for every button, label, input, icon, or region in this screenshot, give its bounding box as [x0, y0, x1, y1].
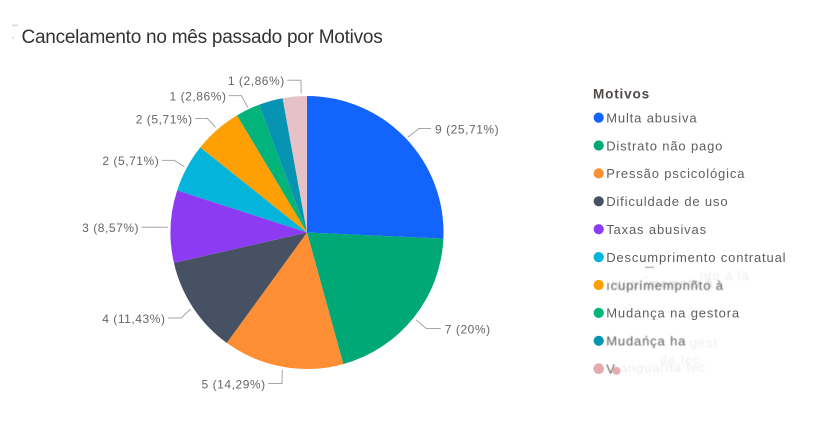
svg-text:Dificuldade de uso: Dificuldade de uso	[606, 194, 728, 209]
svg-text:gest: gest	[690, 335, 718, 350]
svg-text:nto à la: nto à la	[700, 268, 749, 283]
svg-text:ıcuprimempnñto à: ıcuprimempnñto à	[606, 278, 724, 293]
svg-text:Mudаńça ha: Mudаńça ha	[606, 334, 686, 349]
svg-text:3 (8,57%): 3 (8,57%)	[82, 221, 139, 235]
svg-text:Taxas abusivas: Taxas abusivas	[606, 222, 707, 237]
svg-text:Motivos: Motivos	[593, 87, 650, 102]
svg-text:Distrato não pago: Distrato não pago	[606, 138, 723, 153]
svg-text:ıcuprı̈memnto à ı: ıcuprı̈memnto à ı	[611, 276, 722, 291]
svg-text:2 (5,71%): 2 (5,71%)	[136, 112, 193, 126]
svg-text:1 (2,86%): 1 (2,86%)	[228, 74, 285, 88]
svg-text:da tec: da tec	[660, 352, 701, 367]
svg-text:2 (5,71%): 2 (5,71%)	[102, 154, 159, 168]
svg-text:Descumprimento contratual: Descumprimento contratual	[606, 250, 786, 265]
svg-text:Pressão pscicológica: Pressão pscicológica	[606, 166, 745, 181]
svg-text:1 (2,86%): 1 (2,86%)	[170, 89, 227, 103]
svg-text:5 (14,29%): 5 (14,29%)	[201, 377, 265, 391]
svg-text:4 (11,43%): 4 (11,43%)	[102, 312, 165, 326]
svg-text:9 (25,71%): 9 (25,71%)	[435, 122, 499, 136]
svg-text:Cancelamento no mês passado po: Cancelamento no mês passado por Motivos	[22, 27, 383, 48]
svg-text:7 (20%): 7 (20%)	[445, 322, 491, 336]
svg-text:Multa abusiva: Multa abusiva	[606, 110, 697, 125]
svg-text:V: V	[606, 362, 616, 377]
svg-text:Mudança na gestora: Mudança na gestora	[606, 306, 740, 321]
svg-text:anguarda tec: anguarda tec	[620, 360, 706, 375]
